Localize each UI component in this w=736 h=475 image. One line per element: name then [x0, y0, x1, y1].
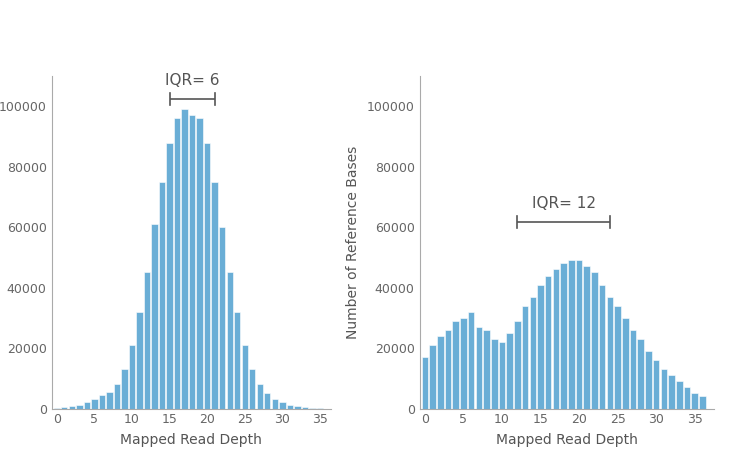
Bar	[144, 273, 150, 408]
Bar	[684, 387, 690, 408]
Bar	[302, 407, 308, 408]
Bar	[241, 345, 248, 408]
Text: IQR= 12: IQR= 12	[531, 196, 595, 211]
Bar	[211, 182, 218, 408]
Bar	[68, 407, 75, 408]
Bar	[279, 402, 286, 408]
Bar	[630, 330, 637, 408]
Bar	[522, 306, 528, 408]
Bar	[445, 330, 451, 408]
Bar	[691, 393, 698, 408]
Bar	[576, 260, 582, 408]
Bar	[568, 260, 575, 408]
Bar	[219, 227, 225, 408]
Bar	[506, 333, 513, 408]
Bar	[676, 381, 682, 408]
Bar	[699, 397, 706, 408]
Bar	[129, 345, 135, 408]
Bar	[234, 312, 241, 408]
Bar	[91, 399, 98, 408]
Bar	[114, 384, 120, 408]
Bar	[591, 273, 598, 408]
Bar	[136, 312, 143, 408]
Bar	[272, 399, 278, 408]
Bar	[491, 339, 498, 408]
Bar	[599, 285, 606, 408]
Bar	[484, 330, 490, 408]
Bar	[121, 369, 127, 408]
X-axis label: Mapped Read Depth: Mapped Read Depth	[121, 433, 262, 447]
Bar	[429, 345, 436, 408]
Bar	[294, 406, 300, 408]
Bar	[197, 118, 203, 408]
Bar	[422, 357, 428, 408]
Bar	[181, 109, 188, 408]
Bar	[174, 118, 180, 408]
Bar	[84, 402, 90, 408]
Bar	[529, 297, 536, 408]
Bar	[257, 384, 263, 408]
Bar	[76, 405, 82, 408]
Bar	[584, 266, 590, 408]
Bar	[159, 182, 166, 408]
Bar	[99, 395, 105, 408]
Bar	[606, 297, 613, 408]
Text: IQR= 6: IQR= 6	[165, 73, 219, 88]
Bar	[249, 369, 255, 408]
Bar	[499, 342, 505, 408]
Bar	[453, 321, 459, 408]
Bar	[475, 327, 482, 408]
Bar	[468, 312, 475, 408]
Bar	[660, 369, 667, 408]
Bar	[106, 392, 113, 408]
Bar	[286, 405, 293, 408]
Bar	[645, 351, 651, 408]
Bar	[437, 336, 444, 408]
Bar	[637, 339, 644, 408]
Bar	[653, 360, 659, 408]
Bar	[622, 318, 629, 408]
Bar	[668, 375, 675, 408]
Bar	[553, 269, 559, 408]
Bar	[264, 393, 271, 408]
Bar	[514, 321, 520, 408]
Bar	[560, 264, 567, 408]
Y-axis label: Number of Reference Bases: Number of Reference Bases	[346, 146, 360, 339]
Bar	[545, 276, 551, 408]
Bar	[227, 273, 233, 408]
Bar	[166, 142, 173, 408]
Bar	[204, 142, 210, 408]
X-axis label: Mapped Read Depth: Mapped Read Depth	[496, 433, 637, 447]
Bar	[615, 306, 621, 408]
Bar	[537, 285, 544, 408]
Bar	[152, 224, 158, 408]
Bar	[189, 115, 195, 408]
Bar	[460, 318, 467, 408]
Bar	[61, 407, 68, 408]
